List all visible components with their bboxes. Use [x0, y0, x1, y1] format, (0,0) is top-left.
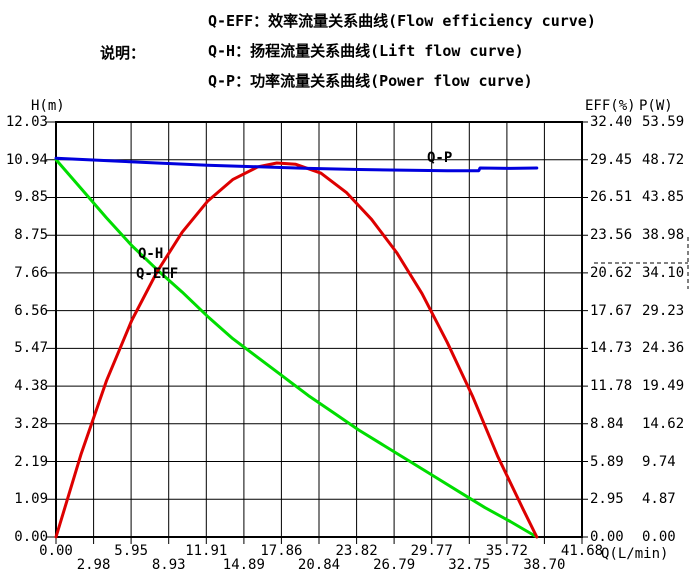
p-axis-tick: 14.62 — [642, 415, 685, 432]
efficiency-curve — [54, 161, 539, 539]
eff-axis-tick: 0.00 — [590, 529, 624, 545]
q-axis-tick: 5.95 — [114, 543, 148, 559]
q-axis-tick: 32.75 — [448, 557, 491, 573]
q-axis-tick: 38.70 — [523, 557, 566, 573]
rated-point-dashed-marker — [594, 237, 689, 289]
axis-ticks — [46, 121, 588, 544]
q-axis-title: Q(L/min) — [601, 546, 669, 562]
h-axis-tick: 1.09 — [14, 491, 48, 508]
h-axis-tick: 3.28 — [14, 415, 48, 432]
h-axis-title: H(m) — [31, 98, 65, 114]
legend-line-qeff: Q-EFF：效率流量关系曲线(Flow efficiency curve) — [208, 12, 596, 30]
q-axis-tick: 8.93 — [151, 557, 186, 573]
h-axis-tick: 9.85 — [14, 189, 48, 206]
p-axis-tick: 24.36 — [642, 340, 685, 357]
eff-axis-tick: 5.89 — [590, 453, 624, 470]
eff-axis-tick: 20.62 — [590, 264, 633, 281]
p-axis-tick: 48.72 — [642, 151, 685, 168]
lift-curve — [54, 158, 539, 539]
h-axis-tick: 2.19 — [14, 453, 48, 470]
qp-curve-label: Q-P — [427, 150, 453, 166]
h-axis-tick: 7.66 — [14, 264, 48, 281]
q-axis-tick: 2.98 — [76, 557, 111, 573]
h-axis-tick: 5.47 — [14, 340, 48, 357]
q-axis-tick: 26.79 — [373, 557, 416, 573]
qeff-curve-label: Q-EFF — [136, 266, 179, 282]
h-axis-tick: 6.56 — [14, 302, 48, 319]
eff-axis-tick: 23.56 — [590, 227, 633, 244]
q-axis-tick: 20.84 — [297, 557, 341, 573]
p-axis-tick: 19.49 — [642, 378, 685, 395]
p-axis-tick: 4.87 — [642, 491, 676, 508]
plot-border — [55, 121, 583, 538]
q-axis-tick: 14.89 — [222, 557, 265, 573]
q-axis-tick: 41.68 — [560, 543, 604, 559]
p-axis-tick: 29.23 — [642, 302, 685, 319]
p-axis-tick: 53.59 — [642, 114, 685, 130]
p-axis-tick: 34.10 — [642, 264, 685, 281]
h-axis-tick: 10.94 — [5, 151, 48, 168]
eff-axis-tick: 2.95 — [590, 491, 624, 508]
power-curve — [54, 156, 539, 173]
legend-line-qh: Q-H：扬程流量关系曲线(Lift flow curve) — [208, 42, 524, 60]
h-axis-tick: 4.38 — [14, 378, 48, 395]
p-axis-tick: 43.85 — [642, 189, 685, 206]
eff-axis-tick: 17.67 — [590, 302, 633, 319]
q-axis-tick: 0.00 — [39, 543, 73, 559]
eff-axis-title: EFF(%) — [585, 98, 636, 114]
q-axis-tick: 35.72 — [485, 543, 528, 559]
qh-curve-label: Q-H — [138, 246, 164, 262]
eff-axis-tick: 14.73 — [590, 340, 633, 357]
q-axis-tick: 11.91 — [185, 543, 228, 559]
p-axis-tick: 0.00 — [642, 529, 676, 545]
q-axis-tick: 17.86 — [260, 543, 303, 559]
eff-axis-tick: 32.40 — [590, 114, 633, 130]
h-axis-tick: 0.00 — [14, 529, 48, 545]
eff-axis-tick: 8.84 — [590, 415, 624, 432]
h-axis-tick: 12.03 — [5, 114, 48, 130]
eff-axis-tick: 29.45 — [590, 151, 633, 168]
p-axis-tick: 9.74 — [642, 453, 676, 470]
eff-axis-tick: 26.51 — [590, 189, 633, 206]
h-axis-tick: 8.75 — [14, 227, 48, 244]
grid-lines — [56, 122, 582, 537]
p-axis-tick: 38.98 — [642, 227, 685, 244]
q-axis-tick: 23.82 — [335, 543, 378, 559]
legend-line-qp: Q-P：功率流量关系曲线(Power flow curve) — [208, 72, 533, 90]
eff-axis-tick: 11.78 — [590, 378, 633, 395]
q-axis-tick: 29.77 — [410, 543, 453, 559]
p-axis-title: P(W) — [639, 98, 673, 114]
legend-heading: 说明： — [100, 44, 146, 62]
